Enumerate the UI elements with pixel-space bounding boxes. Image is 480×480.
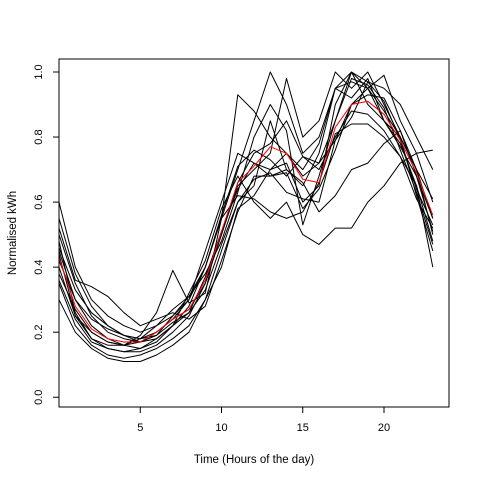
series-layer <box>58 71 434 362</box>
y-tick-label: 0.0 <box>33 390 45 405</box>
y-tick-label: 0.6 <box>33 194 45 209</box>
x-tick-label: 20 <box>378 422 390 434</box>
series-line-1 <box>58 71 434 333</box>
mean-series-line <box>58 100 434 343</box>
x-tick-label: 15 <box>297 422 309 434</box>
series-line-12 <box>58 110 434 346</box>
y-tick-label: 0.4 <box>33 260 45 275</box>
x-axis-label: Time (Hours of the day) <box>194 454 315 466</box>
series-line-3 <box>58 71 434 349</box>
y-axis: 0.0 0.2 0.4 0.6 0.8 1.0 <box>33 64 59 405</box>
series-line-11 <box>58 123 434 346</box>
series-line-14 <box>58 87 434 340</box>
y-tick-label: 0.2 <box>33 325 45 340</box>
x-tick-label: 5 <box>137 422 143 434</box>
series-line-13 <box>58 81 434 353</box>
y-tick-label: 1.0 <box>33 64 45 79</box>
series-line-8 <box>58 130 434 327</box>
y-tick-label: 0.8 <box>33 129 45 144</box>
x-axis: 5 10 15 20 <box>137 407 390 434</box>
x-tick-label: 10 <box>215 422 227 434</box>
series-line-6 <box>58 81 434 362</box>
y-axis-label: Normalised kWh <box>7 191 19 275</box>
plot-frame <box>58 58 450 408</box>
